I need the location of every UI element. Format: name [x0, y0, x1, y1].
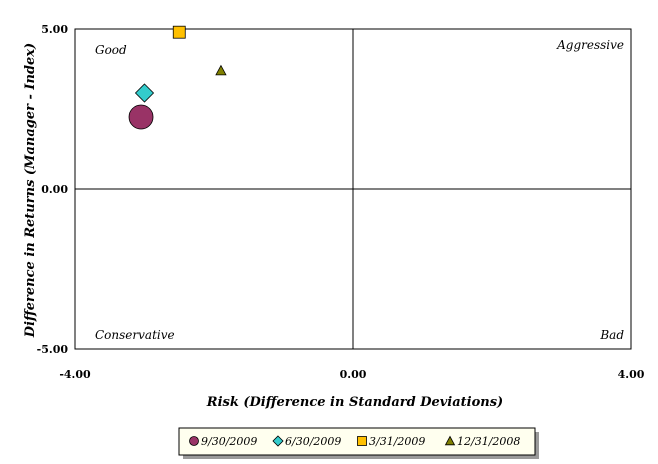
- legend-marker-triangle: [444, 435, 456, 446]
- data-point-square: [172, 25, 186, 39]
- x-axis-title: Risk (Difference in Standard Deviations): [206, 395, 503, 410]
- data-points: [128, 25, 227, 130]
- x-tick-middle: 0.00: [340, 368, 367, 381]
- y-axis-title: Difference in Returns (Manager - Index): [23, 43, 38, 338]
- x-tick-left: -4.00: [59, 368, 91, 381]
- legend-items: 9/30/2009 6/30/2009 3/31/2009 12/31/2008: [189, 435, 520, 448]
- legend-label: 9/30/2009: [201, 435, 257, 448]
- legend-label: 12/31/2008: [457, 435, 520, 448]
- legend: [178, 427, 536, 456]
- data-point-diamond: [134, 83, 155, 103]
- quadrant-label-aggressive: Aggressive: [556, 38, 624, 52]
- x-tick-right: 4.00: [618, 368, 645, 381]
- legend-marker-square: [357, 436, 367, 446]
- data-point-triangle: [215, 64, 227, 76]
- quadrant-label-bad: Bad: [599, 328, 624, 342]
- y-tick-middle: 0.00: [41, 183, 68, 196]
- y-tick-bottom: -5.00: [37, 343, 69, 356]
- legend-marker-diamond: [272, 435, 284, 447]
- quadrant-label-good: Good: [95, 43, 127, 57]
- legend-label: 3/31/2009: [369, 435, 425, 448]
- legend-label: 6/30/2009: [285, 435, 341, 448]
- legend-marker-circle: [189, 436, 199, 446]
- y-tick-top: 5.00: [41, 23, 68, 36]
- data-point-circle: [128, 104, 154, 130]
- quadrant-label-conservative: Conservative: [95, 328, 175, 342]
